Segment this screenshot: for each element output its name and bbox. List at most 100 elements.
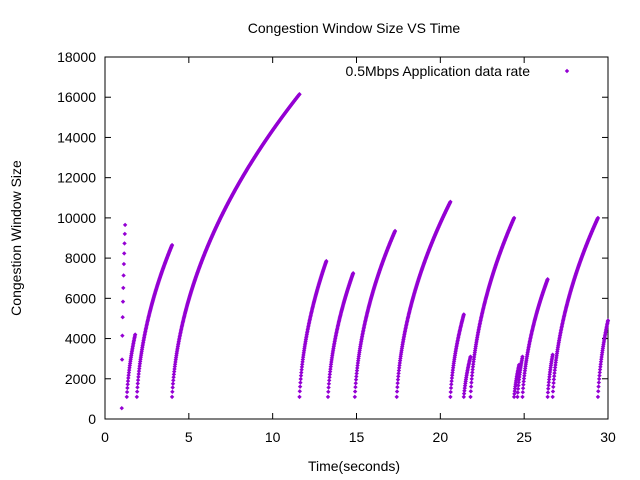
data-point xyxy=(600,346,606,351)
data-point xyxy=(169,242,175,248)
data-point xyxy=(595,394,601,400)
data-point xyxy=(555,347,560,352)
data-point xyxy=(449,378,454,384)
data-point xyxy=(120,315,125,320)
data-point xyxy=(126,375,131,381)
data-point xyxy=(125,382,130,387)
data-point xyxy=(173,355,179,360)
data-point xyxy=(353,377,359,382)
x-axis-title: Time(seconds) xyxy=(308,458,400,474)
data-point xyxy=(520,389,525,395)
data-point xyxy=(352,394,358,400)
data-point xyxy=(298,376,303,382)
data-point xyxy=(126,373,131,378)
data-point xyxy=(469,376,474,382)
data-point xyxy=(297,384,303,389)
data-point xyxy=(299,370,304,375)
data-point xyxy=(299,367,304,372)
data-point xyxy=(449,375,455,381)
data-point xyxy=(468,384,474,389)
data-point xyxy=(350,270,356,276)
data-point xyxy=(448,394,453,400)
data-point xyxy=(596,384,601,389)
data-point xyxy=(550,394,555,400)
y-tick-label: 12000 xyxy=(57,170,96,186)
y-tick-label: 4000 xyxy=(65,331,96,347)
data-point xyxy=(448,385,454,391)
data-point xyxy=(326,385,331,390)
data-point xyxy=(521,379,526,384)
data-point xyxy=(127,363,132,368)
y-axis-title: Congestion Window Size xyxy=(8,160,24,316)
x-tick-label: 5 xyxy=(185,429,193,445)
data-point xyxy=(298,373,304,378)
x-tick-label: 20 xyxy=(433,429,449,445)
data-point xyxy=(513,381,518,387)
y-tick-label: 14000 xyxy=(57,129,96,145)
data-point xyxy=(516,383,521,388)
data-point xyxy=(299,364,305,370)
data-point xyxy=(605,318,611,323)
data-point xyxy=(524,357,529,363)
data-point xyxy=(327,372,333,377)
data-point xyxy=(171,375,176,380)
data-point xyxy=(396,374,401,379)
data-point xyxy=(395,377,401,382)
y-tick-label: 0 xyxy=(88,411,96,427)
data-point xyxy=(122,222,128,228)
data-point xyxy=(170,389,175,394)
data-point xyxy=(122,241,127,246)
data-point xyxy=(448,389,453,395)
data-point xyxy=(136,374,141,380)
data-point xyxy=(122,251,127,256)
data-point xyxy=(469,373,475,378)
data-point xyxy=(545,277,550,282)
data-point xyxy=(597,367,603,372)
data-point xyxy=(516,380,521,385)
data-point xyxy=(596,389,601,394)
data-point xyxy=(125,378,131,384)
data-point xyxy=(170,385,175,390)
data-point xyxy=(597,373,602,378)
data-point xyxy=(511,394,517,400)
data-point xyxy=(550,352,555,357)
data-point xyxy=(597,370,602,375)
data-point xyxy=(520,354,525,359)
data-point xyxy=(512,391,517,397)
data-point xyxy=(515,394,520,400)
data-point xyxy=(171,378,176,383)
data-point xyxy=(326,381,332,386)
data-point xyxy=(517,370,523,375)
data-point xyxy=(551,380,556,386)
data-point xyxy=(462,388,467,393)
data-point xyxy=(523,359,529,365)
data-point xyxy=(326,389,331,395)
data-point xyxy=(522,373,527,378)
data-point xyxy=(122,231,128,237)
data-point xyxy=(554,355,559,361)
data-point xyxy=(354,368,360,373)
data-point xyxy=(520,386,526,391)
data-point xyxy=(468,354,473,359)
y-tick-label: 10000 xyxy=(57,210,96,226)
data-point xyxy=(598,364,603,369)
data-point xyxy=(552,365,558,370)
x-tick-label: 25 xyxy=(516,429,532,445)
data-point xyxy=(554,351,560,356)
data-point xyxy=(120,299,126,304)
data-point xyxy=(135,377,141,383)
y-tick-label: 16000 xyxy=(57,89,96,105)
data-point xyxy=(551,373,557,379)
data-point xyxy=(395,380,400,386)
data-point xyxy=(511,215,517,221)
data-point xyxy=(552,368,558,373)
data-point xyxy=(396,371,401,376)
x-tick-label: 10 xyxy=(265,429,281,445)
data-point xyxy=(461,391,467,396)
data-point xyxy=(468,389,474,394)
data-point xyxy=(520,394,525,400)
data-point xyxy=(548,365,553,370)
legend-marker-point xyxy=(564,68,570,74)
y-tick-label: 18000 xyxy=(57,49,96,65)
data-point xyxy=(516,362,522,367)
